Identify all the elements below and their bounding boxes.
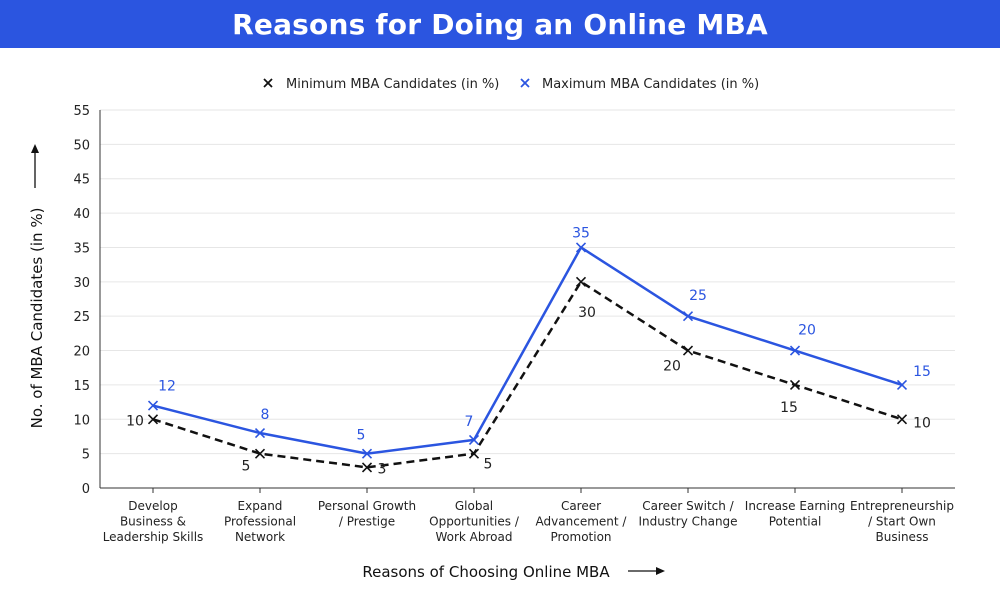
max-series-point: [468, 434, 480, 445]
x-tick-label: Personal Growth / Prestige: [318, 499, 416, 529]
max-series-point: [254, 427, 266, 439]
legend-item: Minimum MBA Candidates (in %): [263, 77, 499, 92]
min-series-point: [361, 462, 373, 473]
y-tick-label: 55: [73, 104, 90, 119]
x-marker-stroke: [789, 345, 801, 356]
x-marker-stroke: [682, 345, 694, 356]
min-series-point: [896, 414, 908, 425]
max-series-line: [152, 246, 903, 455]
legend-item: Maximum MBA Candidates (in %): [520, 77, 759, 92]
max-series-point: [789, 345, 801, 356]
min-data-label: 15: [780, 400, 798, 416]
max-data-label: 8: [261, 407, 270, 423]
max-data-label: 35: [572, 225, 590, 241]
x-tick-label: Career Advancement / Promotion: [536, 499, 628, 544]
max-data-label: 12: [158, 379, 176, 395]
max-series-point: [147, 400, 159, 411]
max-series-point: [682, 311, 694, 322]
y-tick-label: 5: [82, 448, 90, 463]
x-tick-label: Increase Earning Potential: [745, 499, 845, 529]
x-marker-stroke: [254, 448, 266, 459]
y-tick-label: 30: [73, 276, 90, 291]
min-series-point: [789, 379, 801, 390]
x-tick-label: Expand Professional Network: [224, 499, 296, 544]
x-axis-arrowhead: [656, 567, 665, 575]
min-data-label: 10: [913, 415, 931, 431]
title-bar: Reasons for Doing an Online MBA: [0, 0, 1000, 48]
legend-marker: [520, 78, 530, 88]
x-tick-label: Entrepreneurship / Start Own Business: [850, 499, 954, 544]
y-tick-label: 50: [73, 138, 90, 153]
x-marker-stroke: [682, 311, 694, 322]
chart-title: Reasons for Doing an Online MBA: [232, 7, 768, 41]
y-tick-label: 0: [82, 482, 90, 497]
min-data-label: 5: [242, 459, 251, 475]
x-tick-label: Develop Business & Leadership Skills: [103, 499, 204, 544]
y-tick-label: 40: [73, 207, 90, 222]
x-marker-stroke: [896, 379, 908, 390]
min-data-label: 10: [126, 413, 144, 429]
min-data-label: 30: [578, 305, 596, 321]
legend-label: Minimum MBA Candidates (in %): [286, 77, 499, 92]
x-marker-stroke: [896, 414, 908, 425]
min-data-label: 3: [378, 461, 387, 477]
max-series-point: [896, 379, 908, 390]
max-data-label: 20: [798, 323, 816, 339]
min-series-point: [254, 448, 266, 459]
min-series-point: [468, 448, 480, 459]
y-axis-title: No. of MBA Candidates (in %): [28, 208, 46, 429]
x-tick-label: Global Opportunities / Work Abroad: [429, 499, 520, 544]
max-data-label: 25: [689, 288, 707, 304]
y-tick-label: 20: [73, 345, 90, 360]
max-series-point: [575, 242, 587, 253]
y-tick-label: 45: [73, 173, 90, 188]
legend-label: Maximum MBA Candidates (in %): [542, 77, 759, 92]
x-marker-stroke: [361, 448, 373, 459]
max-series-point: [361, 448, 373, 459]
max-data-label: 15: [913, 364, 931, 380]
min-series-point: [575, 276, 587, 287]
y-tick-label: 35: [73, 241, 90, 256]
y-tick-label: 10: [73, 413, 90, 428]
x-axis-title: Reasons of Choosing Online MBA: [362, 563, 610, 581]
y-axis-arrowhead: [31, 144, 39, 153]
max-data-label: 5: [357, 428, 366, 444]
max-data-label: 7: [465, 414, 474, 430]
min-series-line: [152, 280, 903, 469]
x-marker-stroke: [468, 448, 480, 459]
x-marker-stroke: [147, 414, 159, 425]
x-marker-stroke: [789, 379, 801, 390]
x-marker-stroke: [575, 276, 587, 287]
x-marker-stroke: [468, 434, 480, 445]
min-data-label: 5: [484, 457, 493, 473]
y-tick-label: 25: [73, 310, 90, 325]
x-marker-stroke: [147, 400, 159, 411]
y-tick-label: 15: [73, 379, 90, 394]
min-data-label: 20: [663, 359, 681, 375]
min-series-point: [682, 345, 694, 356]
x-tick-label: Career Switch / Industry Change: [638, 499, 737, 529]
min-series-point: [147, 414, 159, 425]
x-marker-stroke: [254, 427, 266, 439]
x-marker-stroke: [575, 242, 587, 253]
legend-marker: [263, 78, 273, 88]
x-marker-stroke: [361, 462, 373, 473]
